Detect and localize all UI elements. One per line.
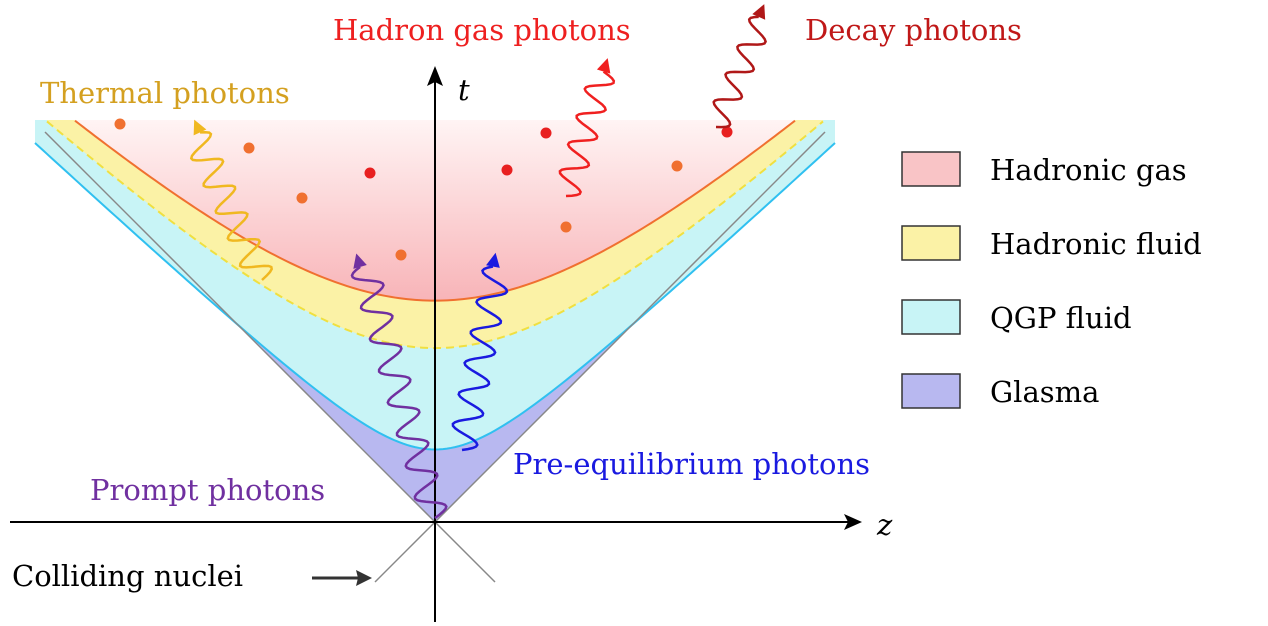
colliding-arrowhead [356, 570, 372, 586]
pre-equilibrium-label: Pre-equilibrium photons [513, 447, 870, 481]
cone-lower-right [434, 521, 496, 583]
particle [671, 160, 683, 172]
z-label: z [876, 508, 893, 542]
photon-wave [350, 265, 448, 520]
legend-swatch [901, 373, 961, 409]
hadron-gas-label: Hadron gas photons [333, 13, 631, 47]
z-arrow [844, 514, 862, 530]
dots [114, 118, 733, 261]
photons [189, 4, 767, 520]
photon-wave [451, 265, 509, 452]
cone-right [434, 131, 826, 523]
particle [364, 167, 376, 179]
t-arrow [427, 66, 443, 86]
photon-wave [558, 70, 616, 198]
photon-arrowhead [353, 253, 367, 269]
colliding-label: Colliding nuclei [12, 559, 243, 593]
thermal-label: Thermal photons [40, 76, 290, 110]
photon-wave [189, 130, 274, 281]
particle [296, 192, 308, 204]
particle [560, 221, 572, 233]
legend-label: Glasma [990, 375, 1099, 409]
t-label: t [458, 73, 470, 107]
photon-arrowhead [752, 4, 766, 20]
prompt-label: Prompt photons [90, 473, 325, 507]
particle [721, 126, 733, 138]
legend-swatch [901, 151, 961, 187]
particle [395, 249, 407, 261]
photon-arrowhead [596, 58, 611, 74]
legend-label: QGP fluid [990, 301, 1132, 335]
particle [114, 118, 126, 130]
decay-label: Decay photons [805, 13, 1022, 47]
particle [540, 127, 552, 139]
legend: Hadronic gas Hadronic fluid QGP fluid Gl… [901, 151, 1202, 409]
particle [501, 164, 513, 176]
photon-arrowhead [193, 119, 207, 136]
particle [243, 142, 255, 154]
legend-label: Hadronic fluid [990, 227, 1202, 261]
photon-wave [712, 15, 767, 129]
cone-left [44, 131, 436, 523]
photon-arrowhead [486, 252, 500, 268]
legend-label: Hadronic gas [990, 153, 1187, 187]
cone-lower-left [374, 521, 436, 583]
legend-swatch [901, 225, 961, 261]
legend-swatch [901, 299, 961, 335]
